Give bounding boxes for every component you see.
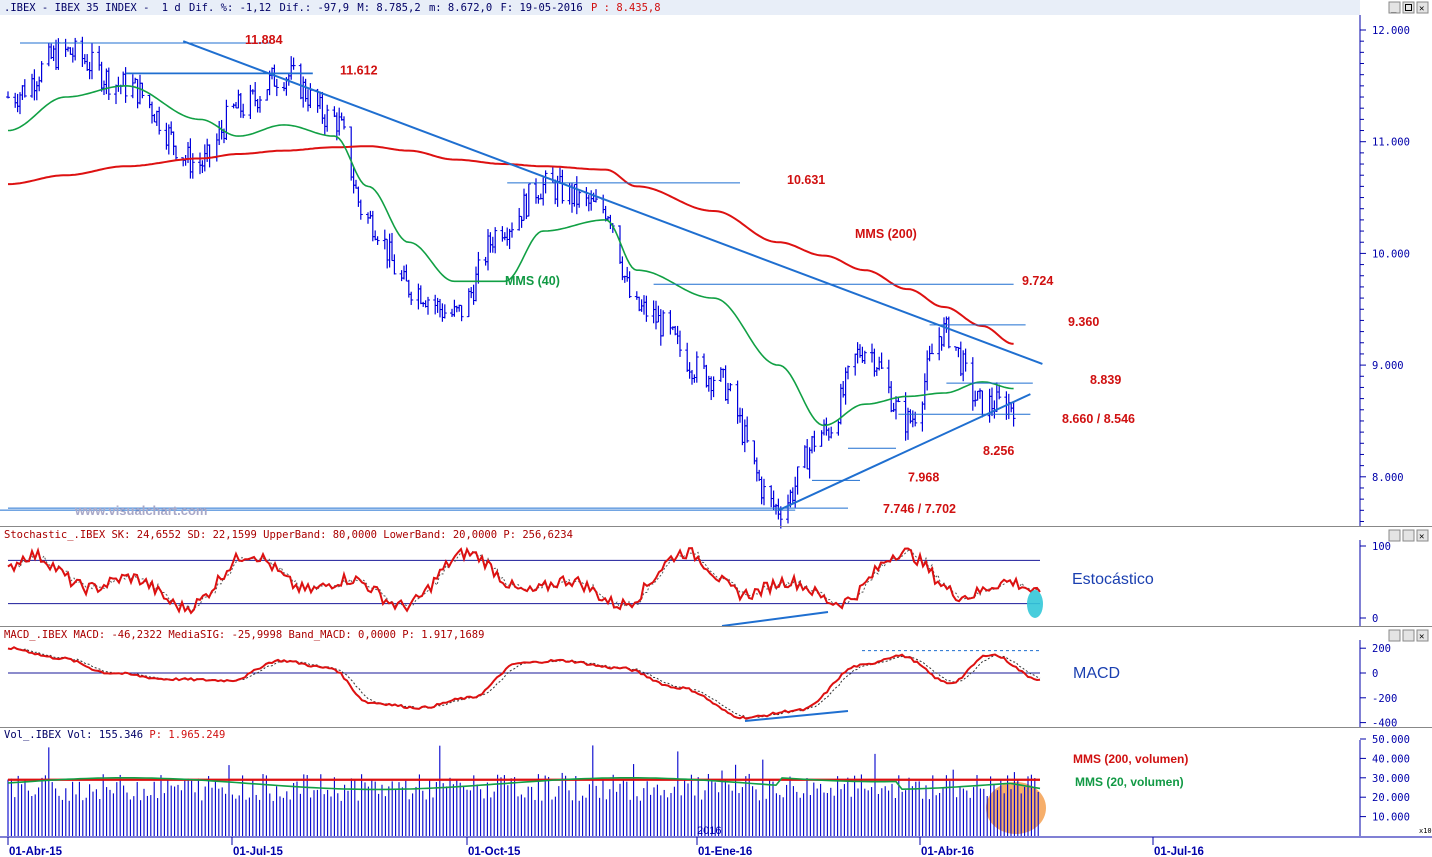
- volume-multiplier: x10: [1419, 827, 1432, 835]
- level-label: 10.631: [787, 173, 825, 187]
- maximize-button[interactable]: [1402, 1, 1415, 14]
- main-header-bar: [0, 0, 1360, 15]
- volume-mms200-label: MMS (200, volumen): [1073, 752, 1188, 766]
- macd-maximize-button[interactable]: [1402, 629, 1415, 642]
- stoch-sk-line: [7, 546, 1041, 615]
- time-tick-label: 01-Oct-15: [468, 846, 521, 857]
- price-tick-label: 8.000: [1372, 472, 1404, 484]
- time-tick-label: 01-Abr-16: [921, 846, 974, 857]
- watermark: www.visualchart.com: [74, 503, 207, 518]
- main-price-panel: .IBEX - IBEX 35 INDEX - 1 d Dif. %: -1,1…: [0, 0, 1432, 529]
- level-label: 7.968: [908, 470, 939, 484]
- macd-line: [7, 646, 1041, 720]
- mms200-label: MMS (200): [855, 227, 917, 241]
- stoch-axis-label: 0: [1372, 613, 1378, 625]
- price-tick-label: 12.000: [1372, 25, 1410, 37]
- level-label: 8.256: [983, 444, 1014, 458]
- stoch-close-icon: ✕: [1419, 532, 1424, 542]
- stoch-minimize-button[interactable]: [1388, 529, 1401, 542]
- level-label: 8.660 / 8.546: [1062, 412, 1135, 426]
- support-resistance-levels: 11.884 11.612 10.631 9.724 9.360 8.839 8.660 /…: [0, 33, 1135, 516]
- macd-window-buttons: ✕: [1388, 629, 1429, 642]
- trend-lines: [182, 40, 1043, 512]
- stoch-axis-label: 100: [1372, 541, 1391, 553]
- macd-axis-label: 0: [1372, 668, 1378, 680]
- vol-mms20-line: [7, 776, 1041, 791]
- macd-minimize-button[interactable]: [1388, 629, 1401, 642]
- macd-close-icon: ✕: [1419, 632, 1424, 642]
- time-axis: 01-Abr-15 01-Jul-15 01-Oct-15 01-Ene-16 01-A…: [0, 825, 1432, 857]
- maximize-icon: [1405, 4, 1412, 11]
- vol-axis-label: 30.000: [1372, 773, 1410, 785]
- level-label: 8.839: [1090, 373, 1121, 387]
- level-label: 11.612: [340, 63, 378, 77]
- macd-panel: MACD_.IBEX MACD: -46,2322 MediaSIG: -25,…: [0, 626, 1432, 730]
- main-panel-bg: [0, 0, 1432, 526]
- mms40-label: MMS (40): [505, 274, 560, 288]
- minimize-icon: _: [1391, 4, 1397, 14]
- stochastic-window-buttons: ✕: [1388, 529, 1429, 542]
- mms40-line: [7, 84, 1014, 427]
- macd-lines: 200 0 -200 -400: [7, 643, 1397, 730]
- resistance-trendline: [182, 40, 1043, 365]
- price-tick-label: 10.000: [1372, 248, 1410, 260]
- support-trendline: [777, 393, 1031, 512]
- macd-header: MACD_.IBEX MACD: -46,2322 MediaSIG: -25,…: [4, 629, 484, 641]
- vol-axis-label: 10.000: [1372, 812, 1410, 824]
- macd-axis-label: -400: [1372, 718, 1397, 730]
- stoch-sd-line: [7, 547, 1041, 613]
- vol-axis-label: 40.000: [1372, 753, 1410, 765]
- level-label: 11.884: [245, 33, 283, 47]
- volume-mms20-label: MMS (20, volumen): [1075, 775, 1184, 789]
- stochastic-lines: 100 0: [7, 541, 1391, 627]
- vol-axis-label: 50.000: [1372, 734, 1410, 746]
- year-marker: 2016: [697, 825, 721, 837]
- stoch-divergence-line: [721, 611, 829, 627]
- macd-axis-label: 200: [1372, 643, 1391, 655]
- level-label: 9.360: [1068, 315, 1099, 329]
- volume-header: Vol_.IBEX Vol: 155.346 P: 1.965.249: [4, 729, 225, 741]
- macd-axis-label: -200: [1372, 693, 1397, 705]
- stoch-highlight: [1027, 590, 1043, 618]
- close-icon: ✕: [1419, 4, 1424, 14]
- macd-title: MACD: [1073, 665, 1120, 682]
- volume-panel: Vol_.IBEX Vol: 155.346 P: 1.965.249 50.0…: [0, 727, 1432, 836]
- macd-divergence-line: [744, 710, 849, 722]
- main-header-symbol: .IBEX - IBEX 35 INDEX - 1 d Dif. %: -1,1…: [4, 2, 661, 14]
- level-label: 9.724: [1022, 274, 1053, 288]
- volume-highlight: [986, 782, 1046, 834]
- time-tick-label: 01-Abr-15: [9, 846, 63, 857]
- close-button[interactable]: [1416, 1, 1429, 14]
- price-tick-label: 11.000: [1372, 137, 1410, 149]
- volume-bars: 50.000 40.000 30.000 20.000 10.000: [7, 734, 1410, 836]
- stochastic-title: Estocástico: [1072, 571, 1154, 588]
- stochastic-header: Stochastic_.IBEX SK: 24,6552 SD: 22,1599…: [4, 529, 573, 541]
- stochastic-panel: Stochastic_.IBEX SK: 24,6552 SD: 22,1599…: [0, 526, 1432, 627]
- time-tick-label: 01-Ene-16: [698, 846, 752, 857]
- time-tick-label: 01-Jul-16: [1154, 846, 1204, 857]
- level-label: 7.746 / 7.702: [883, 502, 956, 516]
- time-tick-label: 01-Jul-15: [233, 846, 283, 857]
- minimize-button[interactable]: [1388, 1, 1401, 14]
- stoch-close-button[interactable]: [1416, 529, 1429, 542]
- price-tick-label: 9.000: [1372, 360, 1404, 372]
- stoch-maximize-button[interactable]: [1402, 529, 1415, 542]
- main-window-buttons: _ ✕: [1388, 1, 1429, 14]
- vol-axis-label: 20.000: [1372, 792, 1410, 804]
- price-axis: 12.000 11.000 10.000 9.000 8.000: [1360, 25, 1410, 522]
- macd-close-button[interactable]: [1416, 629, 1429, 642]
